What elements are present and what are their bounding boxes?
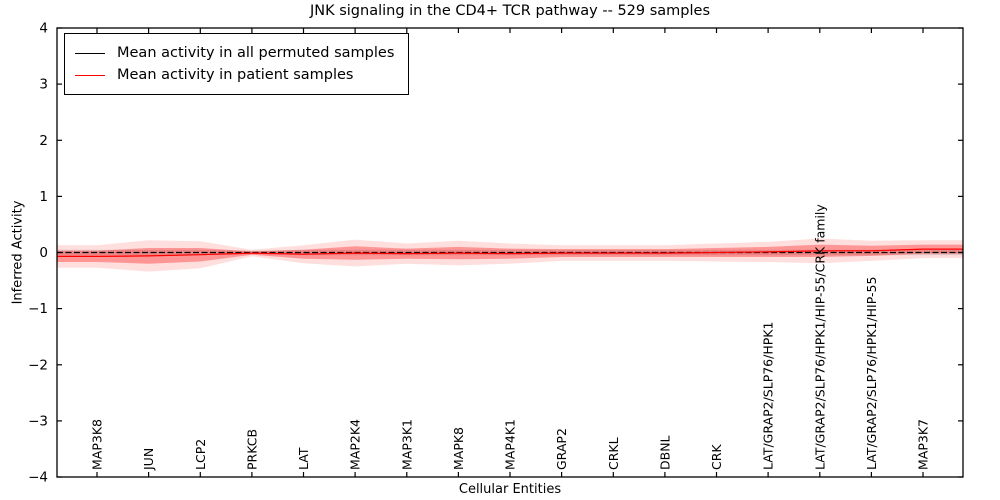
svg-text:−4: −4 — [28, 470, 48, 486]
svg-text:LCP2: LCP2 — [193, 439, 208, 470]
red-line-swatch — [75, 74, 105, 76]
svg-text:MAP4K1: MAP4K1 — [503, 419, 518, 470]
svg-text:−2: −2 — [28, 357, 48, 373]
svg-text:LAT/GRAP2/SLP76/HPK1/HIP-55/CR: LAT/GRAP2/SLP76/HPK1/HIP-55/CRK family — [812, 204, 827, 470]
svg-text:MAP2K4: MAP2K4 — [348, 419, 363, 470]
legend-label-patient: Mean activity in patient samples — [117, 67, 354, 83]
svg-text:JUN: JUN — [141, 448, 156, 471]
svg-text:LAT: LAT — [296, 447, 311, 470]
svg-text:MAPK8: MAPK8 — [451, 427, 466, 470]
svg-text:LAT/GRAP2/SLP76/HPK1: LAT/GRAP2/SLP76/HPK1 — [761, 322, 776, 470]
x-axis-label: Cellular Entities — [458, 482, 562, 497]
svg-text:CRKL: CRKL — [606, 437, 621, 470]
svg-text:DBNL: DBNL — [657, 435, 672, 470]
svg-text:4: 4 — [39, 21, 48, 37]
legend: Mean activity in all permuted samples Me… — [64, 33, 410, 95]
svg-text:−1: −1 — [28, 301, 48, 317]
svg-text:MAP3K7: MAP3K7 — [916, 419, 931, 470]
svg-text:−3: −3 — [28, 413, 48, 429]
svg-text:GRAP2: GRAP2 — [554, 428, 569, 470]
legend-item-patient: Mean activity in patient samples — [75, 64, 394, 86]
svg-text:3: 3 — [39, 77, 48, 93]
legend-label-permuted: Mean activity in all permuted samples — [117, 45, 395, 61]
y-axis-label: Inferred Activity — [10, 200, 26, 305]
svg-text:CRK: CRK — [709, 444, 724, 470]
black-line-swatch — [75, 52, 105, 54]
svg-text:1: 1 — [39, 189, 48, 205]
svg-text:MAP3K1: MAP3K1 — [399, 419, 414, 470]
svg-text:PRKCB: PRKCB — [244, 429, 259, 470]
svg-text:2: 2 — [39, 133, 48, 149]
svg-text:MAP3K8: MAP3K8 — [90, 419, 105, 470]
legend-item-permuted: Mean activity in all permuted samples — [75, 42, 394, 64]
chart-title: JNK signaling in the CD4+ TCR pathway --… — [309, 3, 711, 19]
svg-text:0: 0 — [39, 245, 48, 261]
svg-text:LAT/GRAP2/SLP76/HPK1/HIP-55: LAT/GRAP2/SLP76/HPK1/HIP-55 — [864, 277, 879, 470]
